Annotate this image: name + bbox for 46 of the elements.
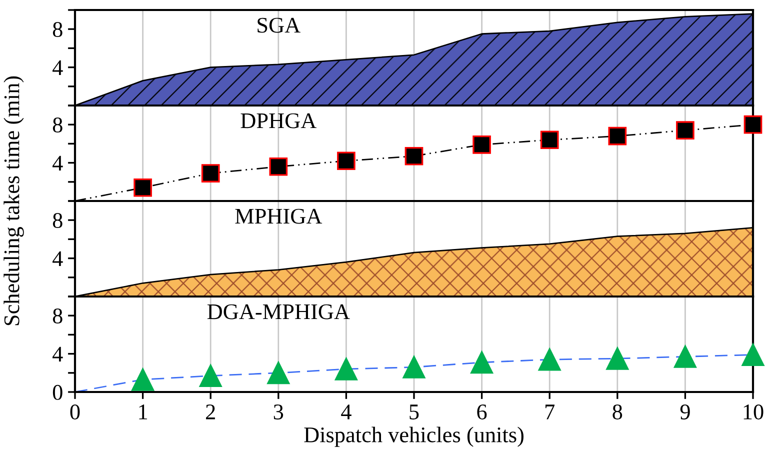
point	[334, 358, 358, 380]
point	[538, 348, 561, 371]
point	[470, 351, 494, 374]
x-tick-label: 3	[274, 404, 284, 420]
y-tick-label: 4	[52, 251, 63, 266]
y-tick-label: 4	[52, 346, 63, 362]
point	[606, 347, 629, 370]
x-tick-label: 0	[70, 404, 80, 420]
point	[199, 364, 222, 388]
x-tick-label: 5	[410, 404, 419, 420]
chart-title: SGA	[258, 18, 300, 33]
y-tick-label: 4	[52, 60, 63, 76]
point	[674, 345, 696, 368]
point	[134, 178, 152, 197]
chart-title: DPHGA	[240, 113, 317, 128]
point	[337, 152, 356, 170]
point	[744, 115, 762, 134]
x-axis-title: Dispatch vehicles (units)	[304, 426, 524, 447]
chart-title: MPHIGA	[235, 208, 322, 224]
x-tick-label: 2	[206, 404, 215, 420]
point	[608, 126, 627, 146]
point	[201, 164, 220, 182]
point	[540, 130, 559, 150]
point	[404, 146, 424, 166]
y-tick-label: 4	[52, 156, 63, 171]
y-tick-label: 8	[52, 118, 62, 133]
point	[472, 135, 491, 154]
y-tick-label: 8	[52, 22, 62, 38]
y-tick-label: 8	[52, 213, 62, 228]
y-tick-label: 0	[52, 384, 62, 400]
point	[132, 368, 154, 391]
x-tick-label: 1	[139, 404, 148, 420]
x-tick-label: 6	[477, 404, 487, 420]
x-tick-label: 8	[612, 404, 622, 420]
x-tick-label: 10	[744, 404, 764, 420]
point	[269, 157, 288, 176]
x-tick-label: 4	[341, 404, 352, 420]
y-tick-label: 8	[52, 308, 62, 324]
point	[742, 344, 764, 366]
point	[267, 362, 290, 384]
y-axis-title: Scheduling takes time (min)	[4, 76, 24, 326]
chart-title: DGA-MPHIGA	[207, 304, 350, 320]
point	[402, 356, 426, 378]
x-tick-label: 7	[546, 404, 555, 420]
point	[676, 121, 694, 140]
x-tick-label: 9	[680, 404, 690, 420]
